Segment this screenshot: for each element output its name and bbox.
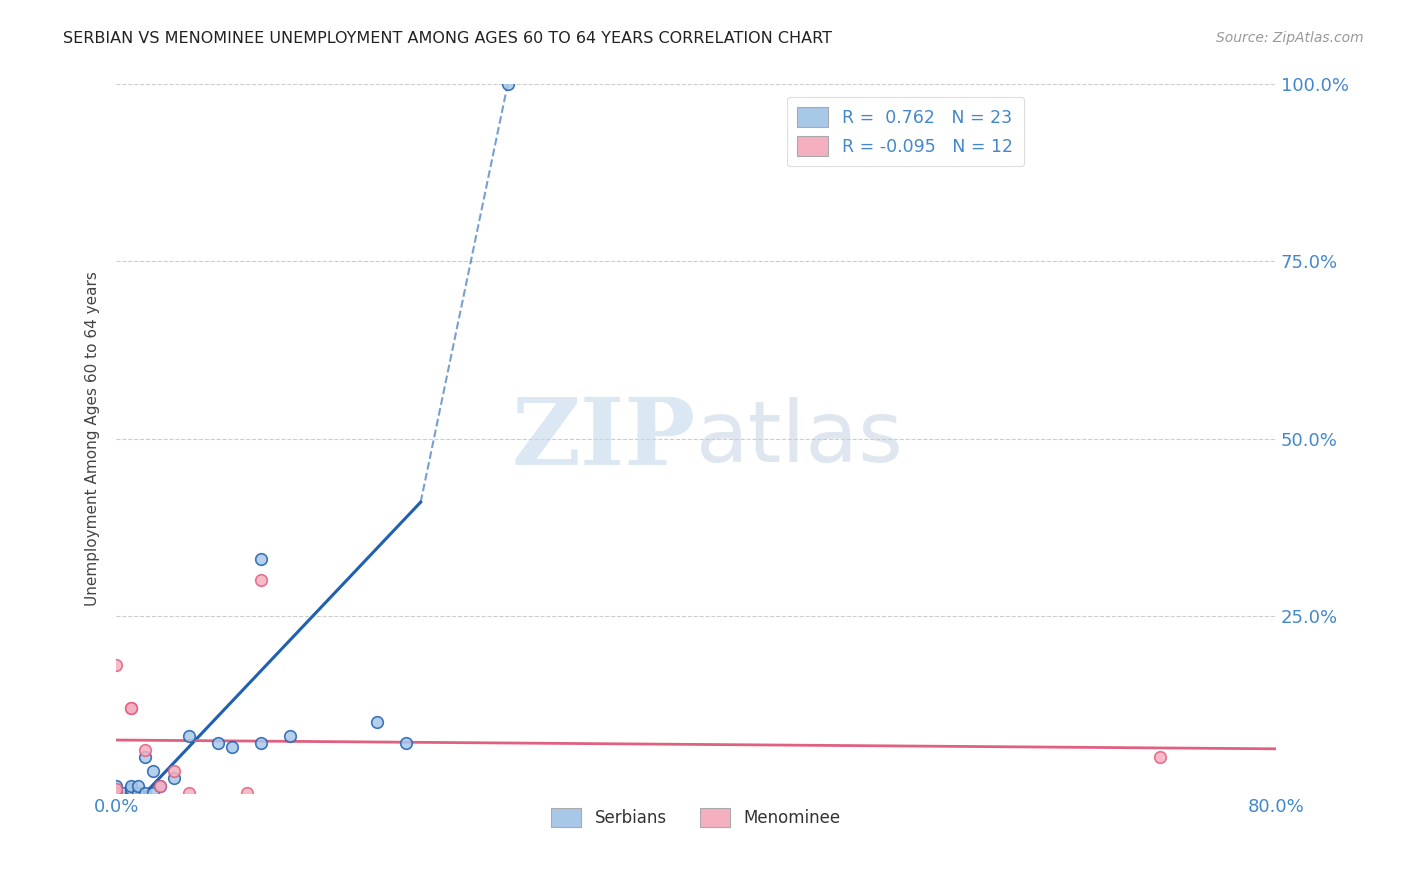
Point [395,736,418,750]
Point [134,743,156,757]
Point [141,764,163,779]
Point [496,78,519,92]
Point [120,700,142,714]
Point [163,764,186,779]
Point [366,714,388,729]
Point [120,786,142,800]
Point [105,786,128,800]
Text: Source: ZipAtlas.com: Source: ZipAtlas.com [1216,31,1364,45]
Point [207,736,229,750]
Point [134,786,156,800]
Point [120,782,142,797]
Point [221,739,243,754]
Point [112,786,135,800]
Point [177,786,200,800]
Point [120,779,142,793]
Point [127,779,149,793]
Point [141,786,163,800]
Point [127,786,149,800]
Point [250,573,273,587]
Point [105,779,128,793]
Point [250,736,273,750]
Point [105,786,128,800]
Text: ZIP: ZIP [512,393,696,483]
Point [105,782,128,797]
Y-axis label: Unemployment Among Ages 60 to 64 years: Unemployment Among Ages 60 to 64 years [86,271,100,606]
Point [250,552,273,566]
Point [149,779,172,793]
Legend: Serbians, Menominee: Serbians, Menominee [544,801,848,834]
Point [105,658,128,673]
Point [235,786,257,800]
Point [163,772,186,786]
Point [1149,750,1171,764]
Point [134,750,156,764]
Point [120,700,142,714]
Point [149,779,172,793]
Text: SERBIAN VS MENOMINEE UNEMPLOYMENT AMONG AGES 60 TO 64 YEARS CORRELATION CHART: SERBIAN VS MENOMINEE UNEMPLOYMENT AMONG … [63,31,832,46]
Text: atlas: atlas [696,397,904,480]
Point [278,729,301,743]
Point [177,729,200,743]
